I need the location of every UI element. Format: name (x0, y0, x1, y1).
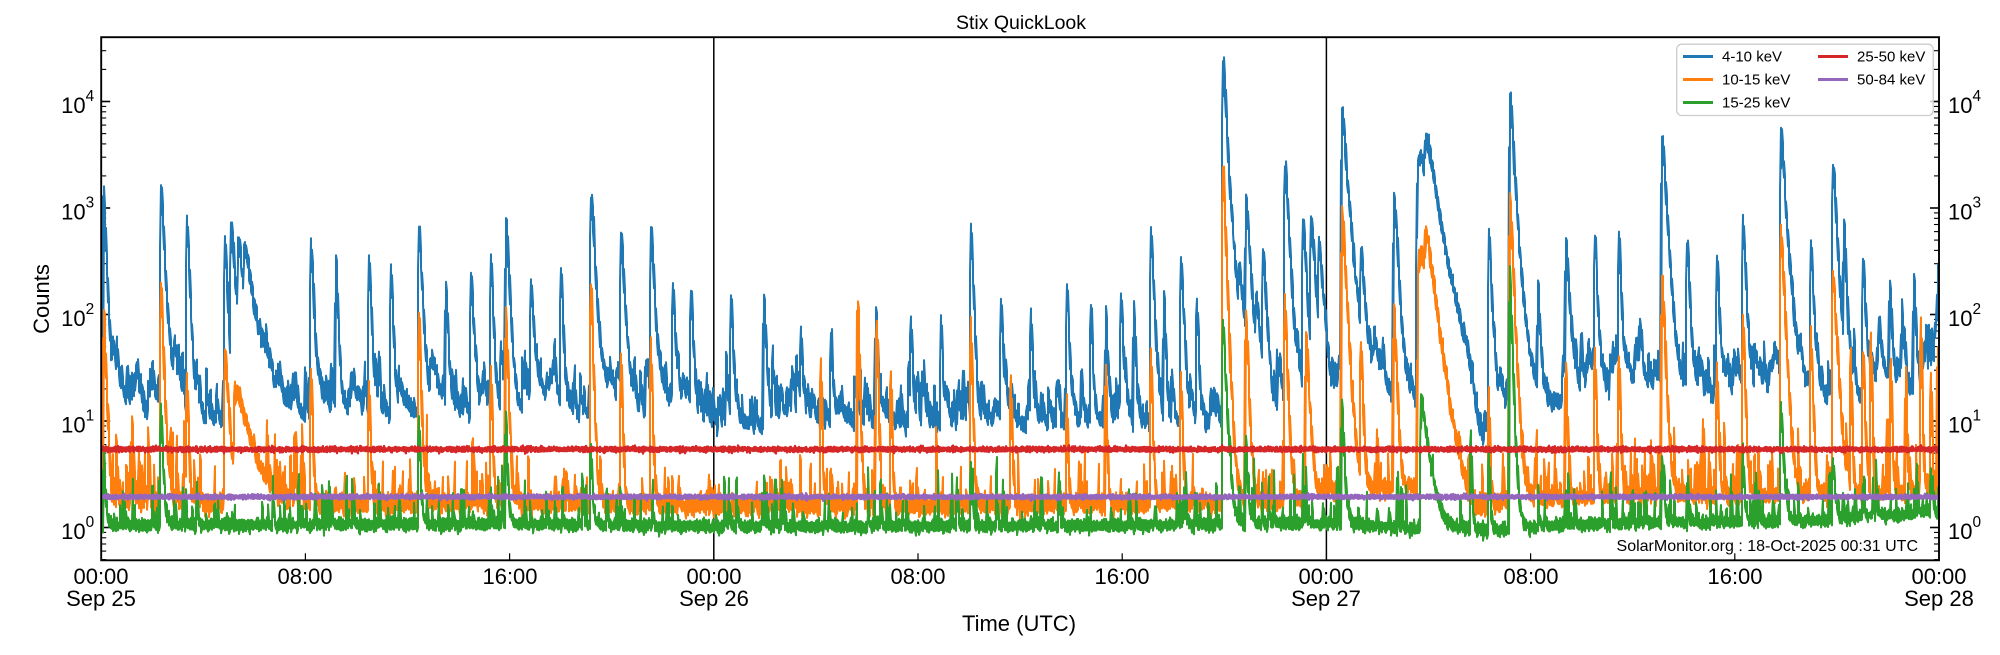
svg-text:Sep 28: Sep 28 (1904, 586, 1974, 611)
svg-text:08:00: 08:00 (277, 564, 332, 589)
svg-text:15-25 keV: 15-25 keV (1722, 95, 1790, 112)
svg-text:SolarMonitor.org : 18-Oct-2025: SolarMonitor.org : 18-Oct-2025 00:31 UTC (1617, 538, 1918, 555)
svg-text:00:00: 00:00 (686, 564, 741, 589)
svg-text:4-10 keV: 4-10 keV (1722, 49, 1782, 66)
svg-text:50-84 keV: 50-84 keV (1857, 72, 1925, 89)
svg-text:08:00: 08:00 (1503, 564, 1558, 589)
svg-text:08:00: 08:00 (890, 564, 945, 589)
svg-text:Time (UTC): Time (UTC) (962, 611, 1076, 636)
svg-text:10-15 keV: 10-15 keV (1722, 72, 1790, 89)
svg-text:00:00: 00:00 (1911, 564, 1966, 589)
svg-text:Sep 26: Sep 26 (679, 586, 749, 611)
svg-text:Sep 27: Sep 27 (1291, 586, 1361, 611)
svg-text:00:00: 00:00 (1298, 564, 1353, 589)
svg-text:Stix QuickLook: Stix QuickLook (956, 12, 1086, 34)
svg-text:16:00: 16:00 (1707, 564, 1762, 589)
svg-text:16:00: 16:00 (1094, 564, 1149, 589)
svg-text:Sep 25: Sep 25 (66, 586, 136, 611)
svg-text:16:00: 16:00 (482, 564, 537, 589)
svg-text:25-50 keV: 25-50 keV (1857, 49, 1925, 66)
svg-text:Counts: Counts (29, 264, 54, 334)
svg-text:00:00: 00:00 (73, 564, 128, 589)
